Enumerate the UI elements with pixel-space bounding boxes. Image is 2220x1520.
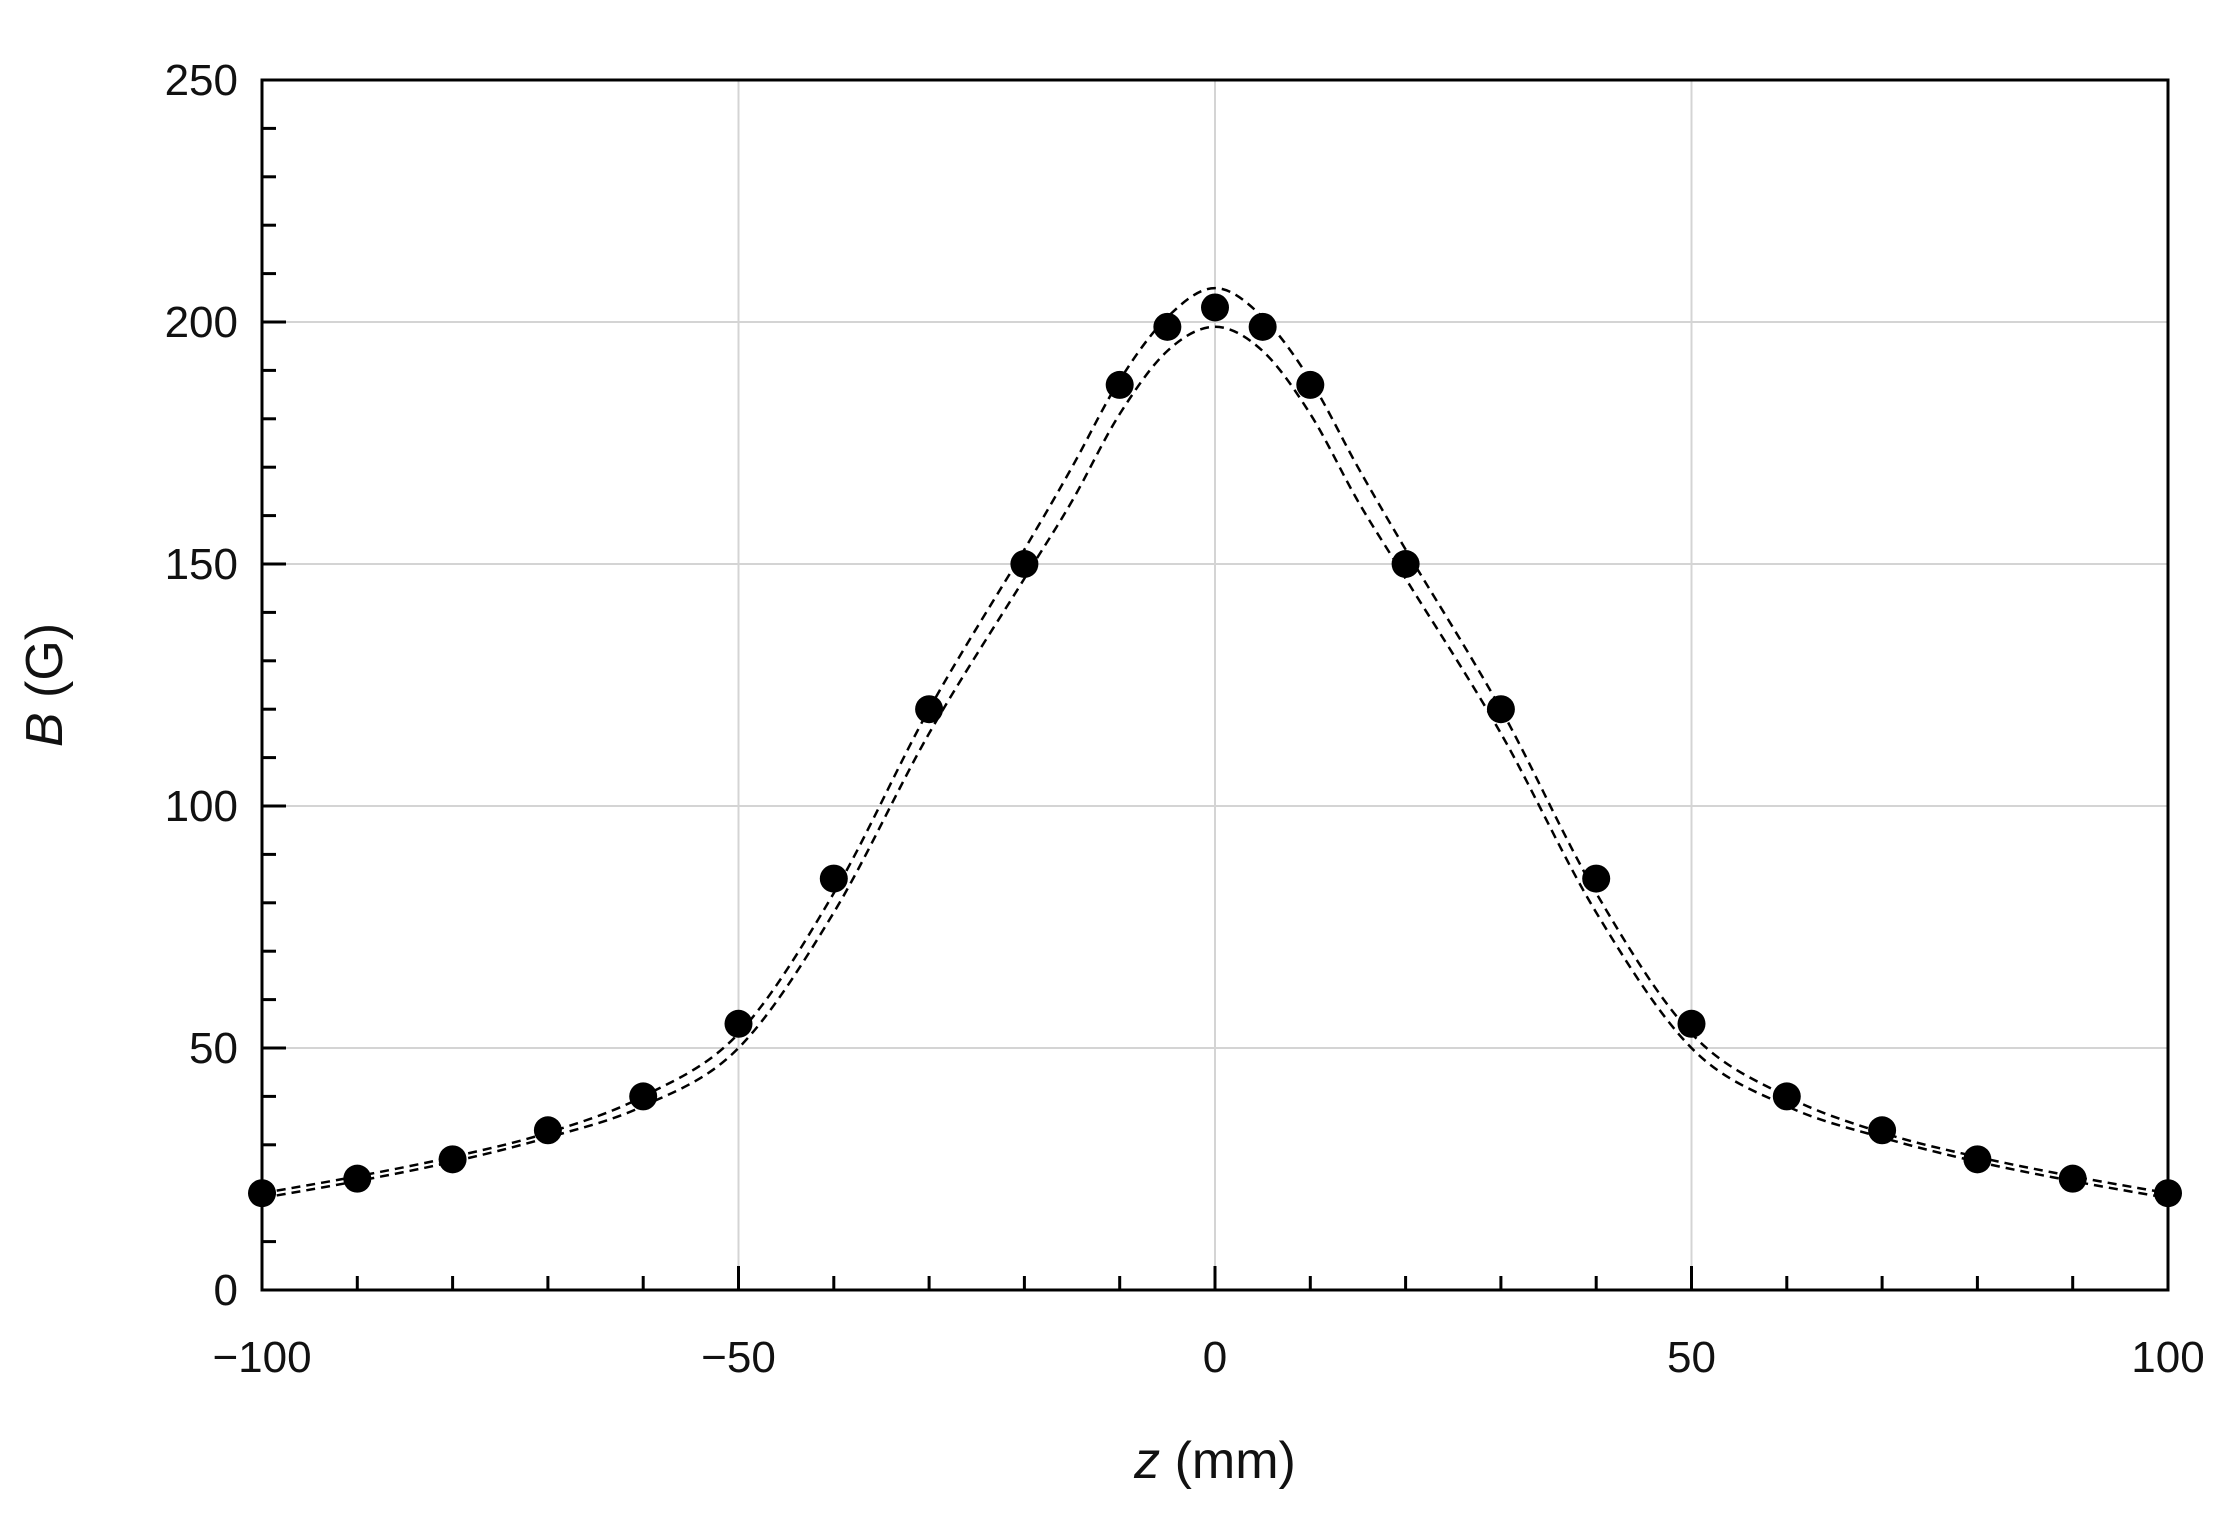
y-tick-label: 150 — [165, 540, 238, 589]
data-point — [629, 1082, 658, 1111]
data-point — [1486, 695, 1515, 724]
data-point — [1153, 312, 1182, 341]
data-point — [1105, 370, 1134, 399]
data-point — [1391, 550, 1420, 578]
data-point — [2058, 1164, 2087, 1193]
data-point — [438, 1145, 467, 1174]
tick-labels: −100 −50 0 50 100 0 50 100 150 200 250 — [165, 56, 2205, 1382]
data-point — [1582, 864, 1611, 893]
data-point — [819, 864, 848, 893]
x-axis-title: z (mm) — [1133, 1432, 1296, 1490]
grid-lines — [262, 80, 2168, 1290]
y-tick-label: 0 — [214, 1266, 238, 1315]
x-tick-label: 0 — [1203, 1333, 1227, 1382]
dashed-curve — [261, 325, 2169, 1200]
data-point — [1772, 1082, 1801, 1111]
y-axis-title: B (G) — [16, 623, 74, 747]
y-tick-label: 100 — [165, 782, 238, 831]
dashed-curve — [261, 286, 2169, 1195]
y-tick-label: 250 — [165, 56, 238, 105]
plot-series — [248, 286, 2182, 1208]
data-point — [1963, 1145, 1992, 1174]
data-point — [1201, 293, 1229, 322]
y-axis-variable: B — [16, 712, 74, 747]
data-point — [343, 1164, 372, 1193]
x-tick-label: −50 — [701, 1333, 776, 1382]
data-point — [1677, 1009, 1706, 1038]
x-tick-label: −100 — [212, 1333, 311, 1382]
x-tick-label: 50 — [1667, 1333, 1716, 1382]
data-point — [724, 1009, 753, 1038]
data-point — [915, 695, 944, 724]
data-point — [1868, 1116, 1897, 1145]
y-tick-label: 200 — [165, 298, 238, 347]
data-point — [1296, 370, 1325, 399]
y-tick-label: 50 — [189, 1024, 238, 1073]
y-axis-unit: (G) — [16, 623, 74, 713]
axis-ticks — [260, 78, 2170, 1292]
data-point — [1010, 550, 1039, 578]
data-point — [1248, 312, 1277, 341]
x-axis-unit: (mm) — [1160, 1432, 1296, 1490]
data-point — [533, 1116, 562, 1145]
x-axis-variable: z — [1133, 1432, 1160, 1490]
x-tick-label: 100 — [2131, 1333, 2204, 1382]
